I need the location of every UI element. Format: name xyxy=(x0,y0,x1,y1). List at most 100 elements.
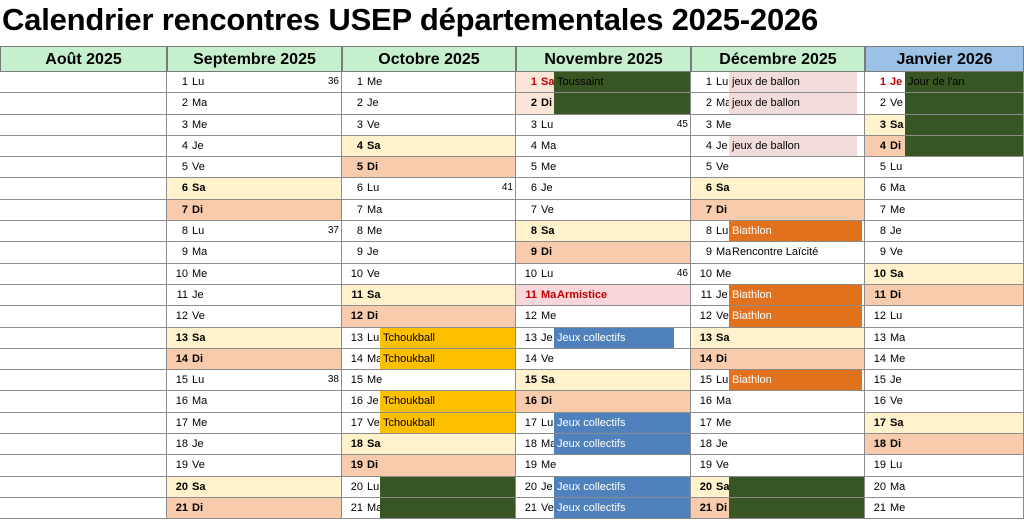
day-weekday: Me xyxy=(541,459,557,472)
day-number: 15 xyxy=(699,374,712,387)
day-row: 4 Sa xyxy=(342,135,516,158)
day-number: 1 xyxy=(705,76,712,88)
day-row: 3 Me xyxy=(691,114,865,136)
day-number: 10 xyxy=(175,267,188,280)
day-number: 19 xyxy=(350,459,363,472)
day-weekday: Je xyxy=(192,288,204,301)
day-row xyxy=(0,476,167,498)
day-weekday: Sa xyxy=(541,225,555,238)
holiday-block xyxy=(729,476,864,497)
day-number: 21 xyxy=(524,501,537,514)
day-number: 6 xyxy=(879,182,886,195)
day-weekday: Me xyxy=(890,501,906,514)
day-number: 6 xyxy=(705,182,712,195)
day-row xyxy=(0,72,167,94)
day-weekday: Ma xyxy=(541,288,557,301)
day-number: 2 xyxy=(879,97,886,110)
day-number: 9 xyxy=(705,246,712,259)
day-number: 11 xyxy=(874,288,886,301)
day-row: 3 Me xyxy=(167,114,342,136)
day-row: 9 Je xyxy=(342,242,516,264)
day-row xyxy=(0,93,167,115)
day-row: 12 Me xyxy=(516,306,691,328)
event-label: Jeux collectifs xyxy=(554,327,674,348)
day-row: 13 Je Jeux collectifs xyxy=(516,327,691,349)
day-row xyxy=(0,135,167,158)
day-number: 11 xyxy=(176,288,188,301)
day-weekday: Sa xyxy=(890,416,904,429)
day-weekday: Ve xyxy=(192,161,205,174)
day-number: 15 xyxy=(873,374,886,387)
day-row: 5 Me xyxy=(516,157,691,179)
day-row: 18 Sa xyxy=(342,434,516,456)
day-row: 4 Je jeux de ballon xyxy=(691,135,865,158)
day-row: 7 Ve xyxy=(516,199,691,222)
day-number: 14 xyxy=(175,352,188,365)
day-row: 6 Lu 41 xyxy=(342,178,516,200)
day-row: 12 Ve xyxy=(167,306,342,328)
event-label: Armistice xyxy=(557,288,608,301)
day-row xyxy=(0,221,167,243)
day-row: 14 Ve xyxy=(516,348,691,371)
day-weekday: Me xyxy=(541,161,557,174)
day-weekday: Lu xyxy=(192,76,205,88)
day-number: 12 xyxy=(524,310,537,323)
day-number: 2 xyxy=(705,97,712,110)
day-row: 15 Lu Biathlon xyxy=(691,370,865,392)
day-number: 7 xyxy=(879,203,886,216)
day-weekday: Ve xyxy=(192,459,205,472)
day-row: 8 Sa xyxy=(516,221,691,243)
day-row: 12 Lu xyxy=(865,306,1024,328)
day-row: 16 Di xyxy=(516,391,691,413)
day-row xyxy=(0,242,167,264)
day-weekday: Ma xyxy=(541,139,557,152)
page-title: Calendrier rencontres USEP départemental… xyxy=(2,2,819,37)
day-number: 17 xyxy=(524,416,537,429)
day-number: 21 xyxy=(699,501,712,514)
day-row: 14 Me xyxy=(865,348,1024,371)
day-number: 1 xyxy=(356,76,363,88)
day-row xyxy=(0,497,167,520)
day-row: 15 Lu 38 xyxy=(167,370,342,392)
day-weekday: Je xyxy=(541,480,553,493)
day-number: 4 xyxy=(705,139,712,152)
day-number: 20 xyxy=(524,480,537,493)
day-row: 15 Me xyxy=(342,370,516,392)
day-weekday: Ma xyxy=(541,438,557,451)
day-row: 19 Lu xyxy=(865,455,1024,477)
event-label: Tchoukball xyxy=(380,327,515,348)
month-column: Décembre 2025 1 Lu jeux de ballon 2 Ma jeux de… xyxy=(691,46,865,524)
day-row: 3 Lu 45 xyxy=(516,114,691,136)
day-row: 19 Ve xyxy=(167,455,342,477)
day-row xyxy=(0,263,167,285)
day-weekday: Lu xyxy=(890,161,903,174)
day-weekday: Lu xyxy=(367,480,380,493)
day-number: 16 xyxy=(350,395,363,408)
day-number: 18 xyxy=(524,438,537,451)
day-row xyxy=(0,455,167,477)
day-number: 3 xyxy=(356,118,363,131)
day-row: 6 Ma xyxy=(865,178,1024,200)
day-weekday: Je xyxy=(192,139,204,152)
day-weekday: Di xyxy=(716,501,727,514)
day-weekday: Je xyxy=(367,97,379,110)
holiday-block: Toussaint xyxy=(554,72,690,93)
day-row: 12 Ve Biathlon xyxy=(691,306,865,328)
day-weekday: Ve xyxy=(890,97,903,110)
day-weekday: Di xyxy=(192,501,203,514)
day-weekday: Me xyxy=(716,416,732,429)
day-row: 10 Ve xyxy=(342,263,516,285)
day-number: 4 xyxy=(530,139,537,152)
day-weekday: Di xyxy=(716,203,727,216)
day-row: 20Lu43 xyxy=(342,476,516,498)
day-number: 18 xyxy=(699,438,712,451)
day-row xyxy=(0,327,167,349)
day-row: 1 Je Jour de l'an xyxy=(865,72,1024,94)
day-row: 2 Ve xyxy=(865,93,1024,115)
day-row: 21 Ve Jeux collectifs xyxy=(516,497,691,520)
day-weekday: Lu xyxy=(716,225,729,238)
day-weekday: Ma xyxy=(367,352,383,365)
day-row: 13 Ma xyxy=(865,327,1024,349)
month-column: Janvier 2026 1 Je Jour de l'an 2 Ve 3 Sa 4 Di 5 Lu 6… xyxy=(865,46,1024,524)
day-weekday: Ve xyxy=(367,267,380,280)
